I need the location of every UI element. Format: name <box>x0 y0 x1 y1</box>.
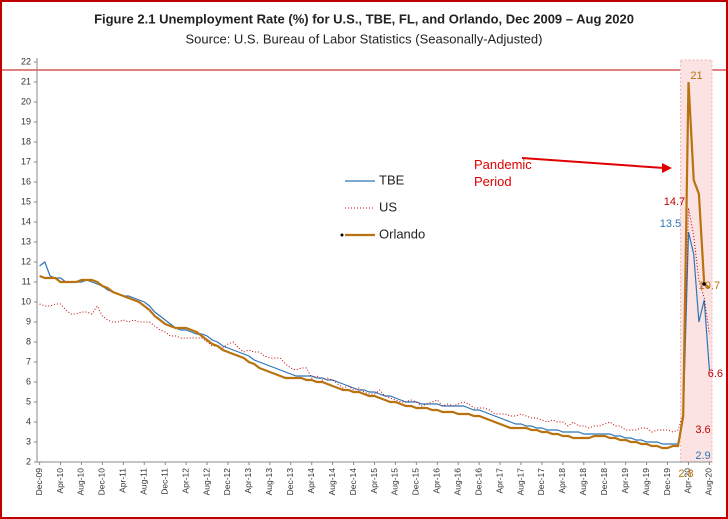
y-tick-label: 7 <box>26 356 31 366</box>
y-tick-label: 14 <box>21 216 31 226</box>
data-label: 14.7 <box>664 196 685 208</box>
y-tick-label: 2 <box>26 456 31 466</box>
data-label: 13.5 <box>660 218 681 230</box>
series-line <box>39 207 710 433</box>
y-tick-label: 11 <box>22 276 31 286</box>
x-tick-label: Aug-19 <box>641 468 651 496</box>
x-tick-label: Apr-17 <box>494 468 504 494</box>
x-tick-label: Apr-20 <box>683 468 693 494</box>
y-tick-label: 6 <box>26 376 31 386</box>
x-tick-label: Aug-18 <box>578 468 588 496</box>
y-tick-label: 5 <box>26 396 31 406</box>
x-tick-label: Aug-11 <box>139 468 149 495</box>
x-tick-label: Aug-20 <box>704 468 714 496</box>
x-tick-label: Aug-12 <box>201 468 211 496</box>
legend-dot <box>340 233 344 237</box>
x-tick-label: Dec-16 <box>473 468 483 496</box>
x-tick-label: Dec-12 <box>222 468 232 496</box>
x-tick-label: Apr-18 <box>557 468 567 494</box>
data-label: 2.9 <box>695 450 710 462</box>
annotation: Pandemic Period <box>474 157 532 189</box>
y-tick-label: 16 <box>21 176 31 186</box>
y-tick-label: 3 <box>26 436 31 446</box>
x-tick-label: Aug-14 <box>327 468 337 496</box>
x-tick-label: Apr-11 <box>118 468 128 493</box>
x-tick-label: Aug-10 <box>76 468 86 496</box>
y-tick-label: 22 <box>21 56 31 66</box>
x-tick-label: Dec-18 <box>599 468 609 496</box>
x-tick-label: Dec-10 <box>97 468 107 496</box>
x-tick-label: Dec-13 <box>285 468 295 496</box>
x-tick-label: Dec-17 <box>536 468 546 496</box>
legend-label: TBE <box>379 172 405 187</box>
y-tick-label: 19 <box>21 116 31 126</box>
y-tick-label: 12 <box>21 256 31 266</box>
x-tick-label: Apr-12 <box>180 468 190 494</box>
legend-label: US <box>379 199 397 214</box>
x-tick-label: Apr-16 <box>432 468 442 494</box>
x-tick-label: Aug-15 <box>390 468 400 496</box>
x-tick-label: Dec-09 <box>34 468 44 496</box>
data-label: 3.6 <box>695 424 710 436</box>
data-label: 2.8 <box>678 468 693 480</box>
x-tick-label: Apr-13 <box>243 468 253 494</box>
x-tick-label: Dec-19 <box>662 468 672 496</box>
x-tick-label: Apr-14 <box>306 468 316 494</box>
x-tick-label: Apr-19 <box>620 468 630 494</box>
legend-label: Orlando <box>379 226 425 241</box>
x-tick-label: Aug-13 <box>264 468 274 496</box>
y-tick-label: 17 <box>21 156 31 166</box>
x-tick-label: Apr-15 <box>369 468 379 494</box>
series-line <box>39 81 711 450</box>
x-tick-label: Dec-15 <box>411 468 421 496</box>
x-tick-label: Dec-14 <box>348 468 358 496</box>
series-line <box>39 231 710 445</box>
data-label: 21 <box>690 70 702 82</box>
y-tick-label: 18 <box>21 136 31 146</box>
y-tick-label: 9 <box>26 316 31 326</box>
annotation-arrow <box>521 157 665 169</box>
end-marker <box>702 282 706 286</box>
annotation-arrowhead <box>662 163 672 173</box>
data-label: 6.6 <box>708 368 723 380</box>
x-tick-label: Apr-10 <box>55 468 65 494</box>
y-tick-label: 13 <box>21 236 31 246</box>
y-tick-label: 10 <box>21 296 31 306</box>
x-tick-label: Aug-16 <box>452 468 462 496</box>
y-tick-label: 20 <box>21 96 31 106</box>
x-tick-label: Aug-17 <box>515 468 525 496</box>
chart-title: Figure 2.1 Unemployment Rate (%) for U.S… <box>94 11 634 26</box>
plot: 2 3 4 5 6 7 8 9 10 11 12 13 14 15 16 17 18 19 20 21 22 Dec-09… <box>21 56 723 495</box>
x-tick-label: Dec-11 <box>159 468 169 495</box>
y-tick-label: 21 <box>21 76 31 86</box>
chart-subtitle: Source: U.S. Bureau of Labor Statistics … <box>186 31 543 46</box>
y-tick-label: 8 <box>26 336 31 346</box>
y-tick-label: 15 <box>21 196 31 206</box>
data-label: 10.7 <box>699 280 720 292</box>
y-tick-label: 4 <box>26 416 31 426</box>
